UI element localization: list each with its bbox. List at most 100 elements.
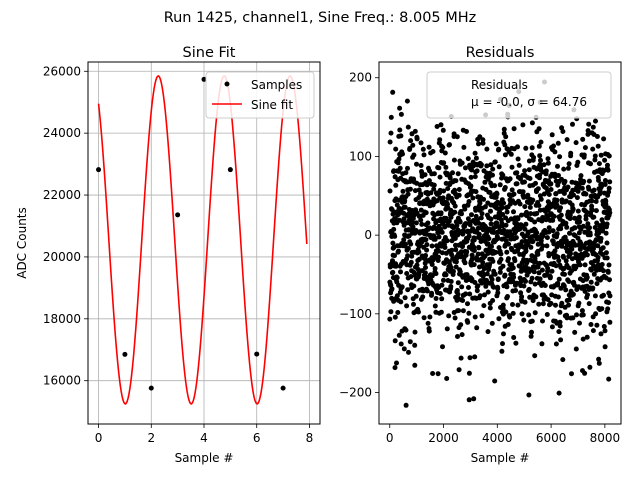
residual-point <box>419 221 425 227</box>
sine-fit-line <box>97 75 308 405</box>
residual-point <box>546 225 552 231</box>
residual-point <box>588 161 593 167</box>
residual-point <box>454 223 460 228</box>
residual-point <box>413 293 419 299</box>
residual-point <box>587 239 593 245</box>
residual-point <box>448 284 454 289</box>
residual-point <box>567 212 573 218</box>
residual-point <box>594 281 600 287</box>
residual-point <box>443 272 449 278</box>
residual-point <box>433 296 439 301</box>
residual-point <box>558 337 564 343</box>
residual-point <box>533 294 539 300</box>
residual-point <box>438 309 444 315</box>
residual-point <box>536 203 542 208</box>
residual-point <box>467 291 473 297</box>
residual-point <box>395 160 401 166</box>
residual-point <box>584 334 590 340</box>
residual-point <box>586 121 592 127</box>
residual-point <box>482 292 487 298</box>
residual-point <box>511 335 517 340</box>
residual-point <box>568 150 574 156</box>
residual-point <box>564 224 570 230</box>
residual-point <box>573 140 579 146</box>
residual-point <box>431 216 437 222</box>
residual-point <box>482 204 488 210</box>
residual-point <box>598 152 604 158</box>
residual-point <box>506 241 512 247</box>
residual-point <box>425 220 431 226</box>
residual-point <box>564 137 570 143</box>
residual-point <box>557 323 563 329</box>
sine-fit-legend: Samples Sine fit <box>205 71 315 119</box>
residual-point <box>587 225 592 231</box>
residual-point <box>387 316 393 322</box>
residual-point <box>482 179 488 185</box>
sine-fit-title: Sine Fit <box>183 45 236 61</box>
residual-point <box>513 340 519 346</box>
residual-point <box>545 297 551 303</box>
residual-point <box>535 234 541 240</box>
residual-point <box>478 162 484 168</box>
residual-point <box>475 251 481 257</box>
residual-point <box>472 150 478 156</box>
residual-point <box>438 210 444 216</box>
sample-point <box>201 76 207 82</box>
residuals-panel: Residuals 0 2000 4000 6000 8000 −200 −100 0 100… <box>339 45 622 465</box>
residual-point <box>526 286 532 292</box>
residual-point <box>405 287 411 293</box>
residual-point <box>529 318 535 324</box>
residual-point <box>403 327 409 333</box>
residual-point <box>593 118 598 124</box>
residual-point <box>577 262 583 268</box>
residual-point <box>561 166 567 172</box>
x-tick-label: 4 <box>200 431 208 445</box>
residual-point <box>457 219 463 225</box>
residual-point <box>444 326 450 332</box>
residual-point <box>523 278 528 284</box>
residual-point <box>600 251 605 257</box>
residual-point <box>481 266 487 272</box>
residual-point <box>415 267 421 272</box>
residual-point <box>405 124 411 130</box>
residual-point <box>401 346 407 352</box>
residual-point <box>426 178 432 184</box>
residual-point <box>500 212 506 217</box>
residual-point <box>408 241 414 247</box>
residual-point <box>442 245 448 250</box>
residual-point <box>492 183 498 189</box>
residual-point <box>468 174 474 180</box>
residual-point <box>408 259 414 265</box>
residual-point <box>484 271 490 277</box>
residual-point <box>556 258 562 264</box>
residual-point <box>429 243 435 249</box>
residual-point <box>467 355 473 361</box>
residual-point <box>479 313 485 319</box>
residual-point <box>427 314 433 320</box>
residual-point <box>440 195 446 201</box>
residual-point <box>405 191 411 197</box>
residual-point <box>392 253 397 259</box>
residual-point <box>586 186 592 192</box>
residual-point <box>598 331 604 337</box>
residual-point <box>411 301 416 307</box>
residual-point <box>492 378 498 384</box>
legend-samples-label: Samples <box>251 78 302 92</box>
residual-point <box>422 260 428 266</box>
residual-point <box>571 192 576 198</box>
residual-point <box>504 284 510 290</box>
residual-point <box>436 234 442 240</box>
residual-point <box>567 230 572 236</box>
residual-point <box>520 189 526 195</box>
residual-point <box>466 199 472 204</box>
residual-point <box>401 216 407 222</box>
residual-point <box>422 172 428 178</box>
residual-point <box>556 276 562 282</box>
residual-point <box>438 122 444 128</box>
residual-point <box>429 262 435 267</box>
residual-point <box>522 179 527 185</box>
residual-point <box>466 285 471 290</box>
residual-point <box>408 274 414 280</box>
residual-point <box>589 207 595 213</box>
residual-point <box>584 274 590 280</box>
